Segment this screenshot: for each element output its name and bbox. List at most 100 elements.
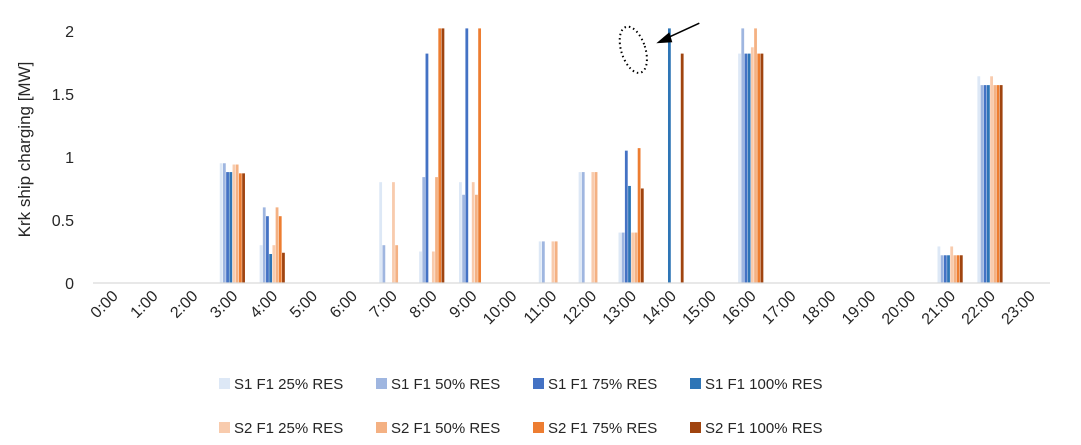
bar [581, 172, 585, 283]
legend-swatch [690, 422, 701, 433]
bar [977, 76, 981, 283]
bar [419, 251, 422, 283]
legend-label: S2 F1 25% RES [234, 420, 343, 437]
bar [395, 245, 399, 283]
bar [259, 245, 263, 283]
legend-swatch [376, 422, 387, 433]
y-tick-label: 1 [65, 150, 74, 167]
bar [232, 164, 236, 283]
x-tick-label: 14:00 [640, 288, 680, 328]
plot-area [219, 28, 1003, 283]
bar [538, 241, 542, 283]
bar [591, 172, 595, 283]
bar [226, 172, 229, 283]
bar [980, 85, 984, 283]
bar [744, 53, 748, 283]
bar [272, 245, 276, 283]
bar [219, 163, 223, 283]
bar [594, 172, 598, 283]
legend-item: S1 F1 50% RES [376, 376, 500, 393]
legend-item: S1 F1 25% RES [219, 376, 343, 393]
bar [478, 28, 482, 283]
bar [634, 232, 638, 283]
bar [475, 194, 478, 283]
bar [275, 207, 279, 283]
legend-item: S2 F1 25% RES [219, 420, 343, 437]
bar [422, 177, 426, 283]
legend: S1 F1 25% RES S1 F1 50% RES S1 F1 75% RES S… [219, 376, 823, 437]
bar [554, 241, 558, 283]
bar [943, 255, 947, 283]
y-tick-label: 0.5 [52, 213, 74, 230]
bar [618, 232, 622, 283]
bar [235, 164, 239, 283]
x-tick-label: 23:00 [999, 288, 1039, 328]
bar [462, 194, 466, 283]
bar [382, 245, 386, 283]
legend-label: S1 F1 75% RES [548, 376, 657, 393]
bar [425, 53, 429, 283]
x-axis: 0:00 1:00 2:00 3:00 4:00 5:00 6:00 7:00 8:00 9:00… [88, 282, 1050, 328]
bar [435, 177, 438, 283]
legend-item: S2 F1 75% RES [533, 420, 657, 437]
bar [441, 28, 445, 283]
x-tick-label: 16:00 [719, 288, 759, 328]
x-tick-label: 15:00 [680, 288, 720, 328]
bar [282, 252, 285, 283]
legend-label: S2 F1 50% RES [391, 420, 500, 437]
x-tick-label: 5:00 [287, 288, 321, 322]
bar [541, 241, 545, 283]
bar [950, 246, 954, 283]
bar [262, 207, 266, 283]
legend-swatch [690, 378, 701, 389]
bar [986, 85, 990, 283]
x-tick-label: 11:00 [521, 288, 561, 328]
bar [667, 28, 671, 283]
legend-item: S2 F1 100% RES [690, 420, 823, 437]
x-tick-label: 20:00 [879, 288, 919, 328]
legend-label: S1 F1 100% RES [705, 376, 823, 393]
bar [757, 53, 761, 283]
bar [680, 53, 684, 283]
bar [266, 216, 269, 283]
bar [278, 216, 282, 283]
bar [990, 76, 993, 283]
y-axis-title: Krk ship charging [MW] [15, 62, 34, 238]
bar [959, 255, 963, 283]
bar [754, 28, 757, 283]
bar [631, 232, 635, 283]
legend-label: S1 F1 50% RES [391, 376, 500, 393]
x-tick-label: 12:00 [560, 288, 600, 328]
legend-swatch [376, 378, 387, 389]
x-tick-label: 19:00 [839, 288, 879, 328]
x-tick-label: 2:00 [167, 288, 201, 322]
bar [747, 53, 751, 283]
bar [937, 246, 941, 283]
bar [578, 172, 582, 283]
x-tick-label: 6:00 [327, 288, 361, 322]
bar [431, 251, 435, 283]
bar [459, 182, 462, 283]
bar [628, 185, 631, 283]
legend-item: S1 F1 75% RES [533, 376, 657, 393]
x-tick-label: 22:00 [959, 288, 999, 328]
bar [229, 172, 233, 283]
x-tick-label: 18:00 [799, 288, 839, 328]
y-tick-label: 1.5 [52, 87, 74, 104]
y-tick-label: 0 [65, 276, 74, 293]
bar [999, 85, 1003, 283]
x-tick-label: 0:00 [88, 288, 122, 322]
bar [471, 182, 475, 283]
bar [940, 255, 944, 283]
y-axis: 0 0.5 1 1.5 2 [52, 24, 74, 293]
x-tick-label: 9:00 [447, 288, 481, 322]
bar [640, 188, 644, 283]
bar [238, 173, 242, 283]
x-tick-label: 7:00 [367, 288, 401, 322]
highlight-ellipse [618, 25, 648, 74]
annotations [618, 22, 700, 74]
bar [956, 255, 960, 283]
x-tick-label: 10:00 [480, 288, 520, 328]
